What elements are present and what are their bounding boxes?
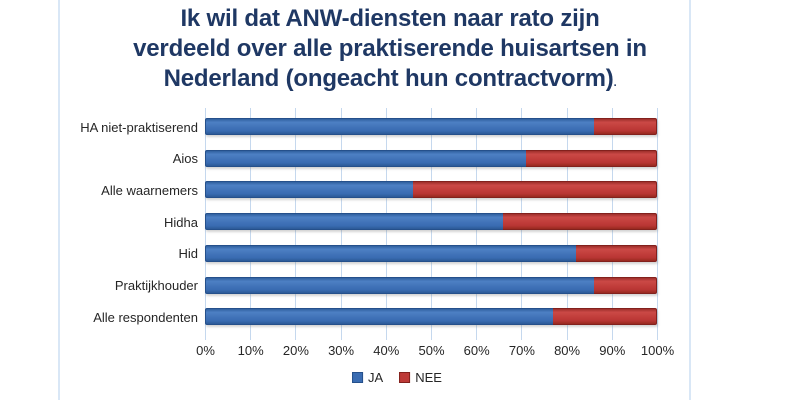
x-tick-label: 50% <box>418 343 445 358</box>
legend-label: JA <box>368 370 384 385</box>
category-label: Alle respondenten <box>93 309 198 325</box>
chart-row: Praktijkhouder <box>0 270 800 302</box>
x-tick-label: 0% <box>196 343 215 358</box>
legend-item: JA <box>352 370 383 385</box>
bar-segment-nee <box>525 149 657 167</box>
chart-title-line-3: Nederland (ongeacht hun contractvorm). <box>163 65 617 92</box>
x-axis-tick-labels: 0% 10% 20% 30% 40% 50% 60% 70% 80% 90% 100% <box>0 343 800 361</box>
x-tick-label: 40% <box>373 343 400 358</box>
chart-row: Hid <box>0 238 800 270</box>
bar-track <box>205 308 657 326</box>
bar-track <box>205 213 657 231</box>
chart-row: Alle waarnemers <box>0 174 800 206</box>
chart-row: Hidha <box>0 206 800 238</box>
x-tick-label: 80% <box>554 343 581 358</box>
chart-frame-right-border <box>689 0 691 400</box>
chart-title-suffix: . <box>613 77 617 89</box>
bar-segment-ja <box>205 213 504 231</box>
x-tick-label: 30% <box>328 343 355 358</box>
bar-segment-ja <box>205 149 526 167</box>
x-tick-label: 10% <box>237 343 264 358</box>
bar-track <box>205 118 657 135</box>
x-tick-label: 100% <box>640 343 675 358</box>
chart-title-line-2: verdeeld over alle praktiserende huisart… <box>133 35 647 62</box>
bar-segment-nee <box>575 244 657 262</box>
bar-segment-nee <box>593 276 657 294</box>
category-label: Alle waarnemers <box>101 182 198 198</box>
bar-segment-nee <box>593 118 657 135</box>
legend-item: NEE <box>399 370 442 385</box>
bar-rows: HA niet-praktiserend Aios Alle waarnemers H… <box>0 111 800 333</box>
category-label: Hidha <box>164 214 198 230</box>
bar-track <box>205 276 657 294</box>
bar-track <box>205 149 657 167</box>
bar-segment-ja <box>205 118 594 135</box>
chart-row: Alle respondenten <box>0 301 800 333</box>
bar-segment-ja <box>205 276 594 294</box>
bar-segment-nee <box>412 181 657 199</box>
chart-row: HA niet-praktiserend <box>0 111 800 143</box>
bar-track <box>205 244 657 262</box>
chart-row: Aios <box>0 143 800 175</box>
bar-segment-nee <box>553 308 657 326</box>
bar-segment-ja <box>205 181 413 199</box>
x-tick-label: 70% <box>508 343 535 358</box>
legend-swatch-ja <box>352 372 364 383</box>
chart-title-line-1: Ik wil dat ANW-diensten naar rato zijn <box>180 5 600 32</box>
legend-label: NEE <box>415 370 442 385</box>
x-tick-label: 60% <box>463 343 490 358</box>
chart-frame-left-border <box>58 0 60 400</box>
gridline <box>657 108 658 340</box>
x-tick-label: 20% <box>282 343 309 358</box>
category-label: HA niet-praktiserend <box>80 119 198 135</box>
legend: JA NEE <box>352 370 442 385</box>
category-label: Hid <box>178 246 198 262</box>
legend-swatch-nee <box>399 372 411 383</box>
category-label: Aios <box>172 151 198 167</box>
bar-segment-ja <box>205 308 554 326</box>
chart-title: Ik wil dat ANW-diensten naar rato zijn v… <box>30 4 750 98</box>
category-label: Praktijkhouder <box>114 278 198 294</box>
x-tick-label: 90% <box>599 343 626 358</box>
bar-segment-nee <box>503 213 657 231</box>
bar-track <box>205 181 657 199</box>
bar-segment-ja <box>205 244 576 262</box>
